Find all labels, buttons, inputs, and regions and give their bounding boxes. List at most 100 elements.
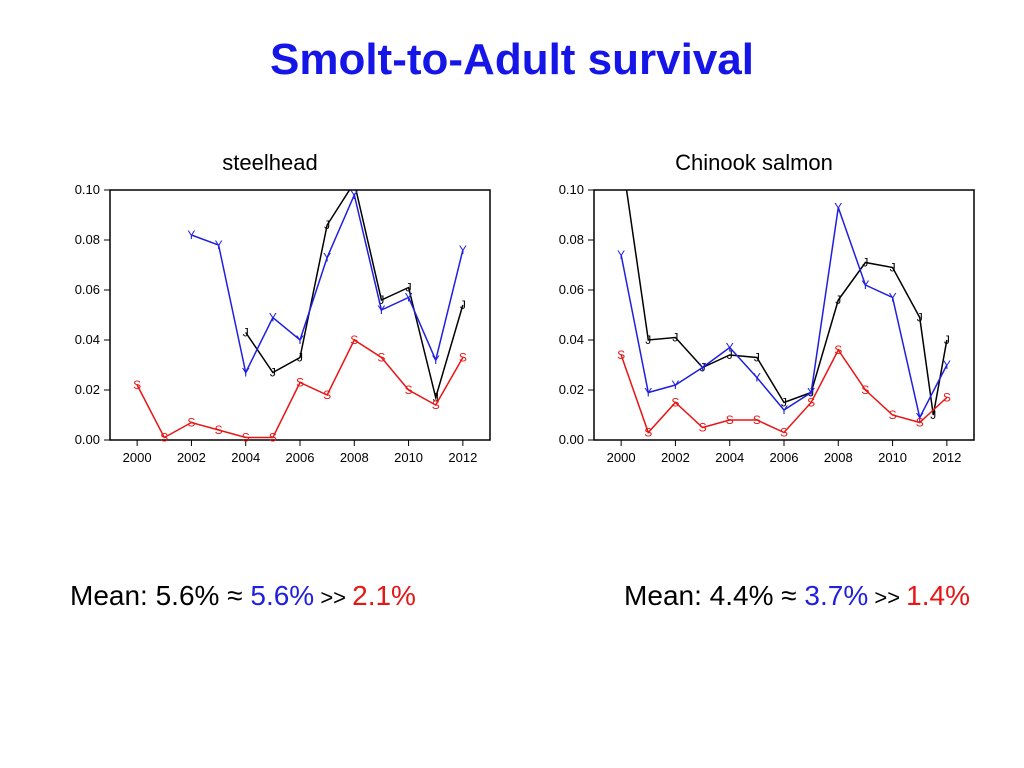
svg-text:2010: 2010 <box>394 450 423 465</box>
svg-text:S: S <box>133 378 141 392</box>
svg-text:2004: 2004 <box>715 450 744 465</box>
svg-text:Y: Y <box>377 303 385 317</box>
mean-steelhead: Mean: 5.6% ≈ 5.6% >> 2.1% <box>70 580 416 612</box>
svg-text:S: S <box>269 431 277 445</box>
svg-text:S: S <box>807 396 815 410</box>
svg-text:S: S <box>699 421 707 435</box>
svg-text:Y: Y <box>215 238 223 252</box>
svg-text:J: J <box>835 293 841 307</box>
mean-chinook: Mean: 4.4% ≈ 3.7% >> 1.4% <box>624 580 970 612</box>
chart-steelhead: steelhead 0.000.020.040.060.080.10200020… <box>40 180 500 490</box>
svg-text:S: S <box>617 348 625 362</box>
svg-text:S: S <box>861 383 869 397</box>
svg-text:S: S <box>215 423 223 437</box>
svg-text:Y: Y <box>187 228 195 242</box>
svg-text:S: S <box>644 426 652 440</box>
svg-text:2010: 2010 <box>878 450 907 465</box>
svg-text:Y: Y <box>432 353 440 367</box>
svg-text:S: S <box>780 426 788 440</box>
mean-part: >> <box>868 585 906 610</box>
svg-text:2004: 2004 <box>231 450 260 465</box>
charts-row: steelhead 0.000.020.040.060.080.10200020… <box>40 180 984 490</box>
svg-text:0.02: 0.02 <box>559 382 584 397</box>
svg-text:Y: Y <box>269 311 277 325</box>
svg-text:Y: Y <box>459 243 467 257</box>
svg-text:0.08: 0.08 <box>75 232 100 247</box>
svg-text:S: S <box>296 376 304 390</box>
chart-title-chinook: Chinook salmon <box>524 150 984 176</box>
svg-text:2006: 2006 <box>770 450 799 465</box>
svg-text:S: S <box>377 351 385 365</box>
svg-text:0.00: 0.00 <box>559 432 584 447</box>
svg-text:2008: 2008 <box>340 450 369 465</box>
svg-text:0.04: 0.04 <box>75 332 100 347</box>
svg-text:Y: Y <box>699 361 707 375</box>
svg-text:Y: Y <box>296 333 304 347</box>
svg-text:Y: Y <box>780 403 788 417</box>
svg-text:0.10: 0.10 <box>75 182 100 197</box>
svg-text:S: S <box>671 396 679 410</box>
svg-text:0.06: 0.06 <box>75 282 100 297</box>
svg-text:S: S <box>160 431 168 445</box>
svg-text:J: J <box>862 256 868 270</box>
svg-text:S: S <box>726 413 734 427</box>
svg-text:S: S <box>405 383 413 397</box>
svg-text:0.06: 0.06 <box>559 282 584 297</box>
svg-text:J: J <box>944 333 950 347</box>
svg-text:J: J <box>324 218 330 232</box>
chart-svg-steelhead: 0.000.020.040.060.080.102000200220042006… <box>40 180 500 490</box>
page-title: Smolt-to-Adult survival <box>0 35 1024 85</box>
svg-text:J: J <box>917 311 923 325</box>
svg-text:S: S <box>323 388 331 402</box>
svg-text:J: J <box>297 351 303 365</box>
svg-text:0.08: 0.08 <box>559 232 584 247</box>
svg-text:S: S <box>187 416 195 430</box>
svg-text:0.04: 0.04 <box>559 332 584 347</box>
mean-prefix: Mean: <box>624 580 710 611</box>
svg-text:Y: Y <box>861 278 869 292</box>
svg-text:S: S <box>889 408 897 422</box>
mean-part: 5.6% <box>156 580 220 611</box>
svg-text:J: J <box>672 331 678 345</box>
svg-text:0.00: 0.00 <box>75 432 100 447</box>
svg-text:0.10: 0.10 <box>559 182 584 197</box>
mean-prefix: Mean: <box>70 580 156 611</box>
svg-text:S: S <box>242 431 250 445</box>
chart-chinook: Chinook salmon 0.000.020.040.060.080.102… <box>524 180 984 490</box>
svg-text:Y: Y <box>753 371 761 385</box>
svg-text:2012: 2012 <box>448 450 477 465</box>
svg-text:J: J <box>754 351 760 365</box>
svg-text:S: S <box>916 416 924 430</box>
mean-part: 4.4% <box>710 580 774 611</box>
svg-text:J: J <box>270 366 276 380</box>
svg-text:Y: Y <box>617 248 625 262</box>
svg-text:S: S <box>943 391 951 405</box>
mean-part: 5.6% <box>250 580 314 611</box>
svg-text:Y: Y <box>726 341 734 355</box>
mean-part: 2.1% <box>352 580 416 611</box>
svg-text:2012: 2012 <box>932 450 961 465</box>
svg-text:Y: Y <box>350 188 358 202</box>
svg-text:J: J <box>460 298 466 312</box>
svg-text:Y: Y <box>834 201 842 215</box>
svg-text:J: J <box>645 333 651 347</box>
mean-part: >> <box>314 585 352 610</box>
svg-text:2000: 2000 <box>607 450 636 465</box>
svg-text:S: S <box>459 351 467 365</box>
svg-text:Y: Y <box>644 386 652 400</box>
svg-text:2008: 2008 <box>824 450 853 465</box>
svg-text:Y: Y <box>405 291 413 305</box>
svg-text:S: S <box>350 333 358 347</box>
mean-part: ≈ <box>773 580 804 611</box>
svg-text:J: J <box>243 326 249 340</box>
svg-text:Y: Y <box>671 378 679 392</box>
svg-text:2000: 2000 <box>123 450 152 465</box>
svg-text:S: S <box>753 413 761 427</box>
means-row: Mean: 5.6% ≈ 5.6% >> 2.1% Mean: 4.4% ≈ 3… <box>70 580 970 612</box>
svg-text:Y: Y <box>943 358 951 372</box>
chart-svg-chinook: 0.000.020.040.060.080.102000200220042006… <box>524 180 984 490</box>
svg-text:S: S <box>432 398 440 412</box>
svg-text:S: S <box>834 343 842 357</box>
svg-text:2002: 2002 <box>177 450 206 465</box>
svg-text:J: J <box>890 261 896 275</box>
